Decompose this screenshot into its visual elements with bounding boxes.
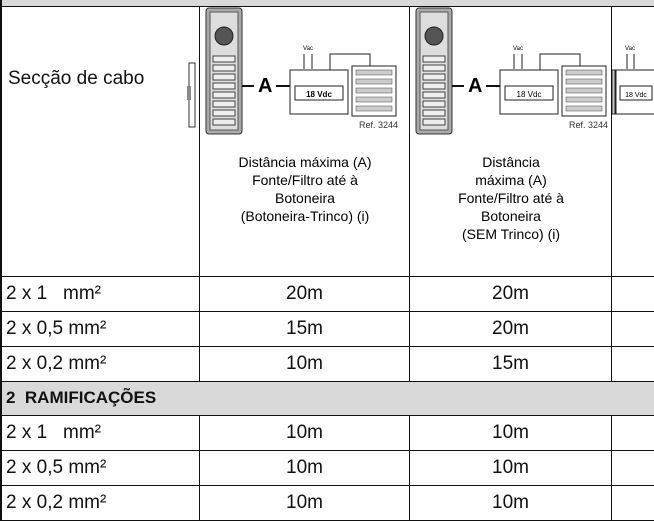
top-strip bbox=[0, 0, 654, 7]
section-title: 2 RAMIFICAÇÕES bbox=[0, 381, 654, 417]
handle-bar bbox=[187, 86, 191, 100]
wire bbox=[539, 53, 581, 70]
cable-cell: 2 x 1 mm² bbox=[0, 277, 200, 312]
supply-output: 18 Vdc bbox=[306, 90, 332, 99]
cable-header-text: Secção de cabo bbox=[8, 68, 145, 89]
button bbox=[212, 109, 236, 117]
supply-input: Vac bbox=[625, 46, 635, 52]
button bbox=[212, 91, 236, 99]
button bbox=[422, 55, 446, 63]
supply-input: Vac bbox=[513, 46, 523, 52]
button bbox=[422, 64, 446, 72]
handle-icon bbox=[187, 62, 196, 128]
supply-input: Vac bbox=[303, 46, 313, 52]
camera bbox=[424, 26, 444, 46]
button bbox=[422, 73, 446, 81]
button bbox=[212, 82, 236, 90]
filter-box bbox=[612, 69, 616, 115]
cable-cell: 2 x 1 mm² bbox=[0, 416, 200, 452]
button bbox=[422, 82, 446, 90]
terminal bbox=[355, 69, 393, 76]
cable-cell: 2 x 0,5 mm² bbox=[0, 451, 200, 487]
button bbox=[422, 109, 446, 117]
distance-cell: 20m bbox=[410, 277, 612, 312]
distance-cell: 10m bbox=[200, 346, 410, 382]
distance-label: A bbox=[258, 75, 272, 97]
empty-cell bbox=[612, 451, 654, 487]
empty-cell bbox=[612, 347, 654, 382]
terminal bbox=[355, 105, 393, 112]
column-header: A 18 Vdc Vac Ref. 3244 bbox=[200, 6, 410, 277]
distance-cell: 10m bbox=[410, 486, 612, 521]
distance-cell: 20m bbox=[200, 277, 410, 312]
distance-cell: 10m bbox=[410, 416, 612, 452]
empty-cell bbox=[612, 277, 654, 312]
terminal bbox=[565, 87, 603, 94]
terminal bbox=[565, 78, 603, 85]
distance-cell: 10m bbox=[410, 451, 612, 487]
terminal bbox=[355, 96, 393, 103]
supply-output: 18 Vdc bbox=[625, 92, 647, 99]
reference: Ref. 3244 bbox=[569, 120, 608, 130]
button bbox=[212, 118, 236, 126]
button bbox=[422, 91, 446, 99]
supply-label-box bbox=[294, 85, 344, 101]
empty-cell bbox=[612, 416, 654, 452]
column-description: Distância máxima (A) Fonte/Filtro até à … bbox=[238, 154, 372, 224]
terminal bbox=[355, 78, 393, 85]
button bbox=[212, 100, 236, 108]
button bbox=[212, 55, 236, 63]
wiring-diagram: 18 Vdc Vac bbox=[612, 46, 654, 115]
distance-cell: 20m bbox=[410, 311, 612, 347]
terminal bbox=[565, 96, 603, 103]
distance-cell: 15m bbox=[200, 311, 410, 347]
distance-cell: 10m bbox=[200, 451, 410, 487]
button bbox=[212, 73, 236, 81]
left-border bbox=[0, 0, 2, 521]
terminal bbox=[565, 69, 603, 76]
distance-label: A bbox=[468, 75, 482, 97]
cable-cell: 2 x 0,5 mm² bbox=[0, 311, 200, 347]
supply-label-box bbox=[619, 85, 653, 101]
distance-cell: 15m bbox=[410, 346, 612, 382]
terminal bbox=[565, 105, 603, 112]
column-header: A 18 Vdc Vac Ref. 3244 bbox=[410, 6, 612, 277]
empty-cell bbox=[612, 312, 654, 347]
wiring-diagram: A 18 Vdc Vac Ref. 3244 bbox=[415, 7, 608, 135]
distance-cell: 10m bbox=[200, 486, 410, 521]
terminal bbox=[355, 87, 393, 94]
cable-header: Secção de cabo bbox=[0, 6, 200, 277]
column-description: Distância máxima (A) Fonte/Filtro até à … bbox=[458, 154, 564, 242]
empty-cell bbox=[612, 486, 654, 521]
cable-cell: 2 x 0,2 mm² bbox=[0, 486, 200, 521]
supply-label-box bbox=[504, 85, 554, 101]
wiring-diagram: A 18 Vdc Vac Ref. 3244 bbox=[205, 7, 398, 135]
cable-cell: 2 x 0,2 mm² bbox=[0, 346, 200, 382]
button bbox=[422, 118, 446, 126]
button bbox=[422, 100, 446, 108]
distance-cell: 10m bbox=[200, 416, 410, 452]
column-header: 18 Vdc Vac bbox=[612, 6, 654, 277]
camera bbox=[214, 26, 234, 46]
button bbox=[212, 64, 236, 72]
reference: Ref. 3244 bbox=[359, 120, 398, 130]
wire bbox=[329, 53, 371, 70]
supply-output: 18 Vdc bbox=[517, 90, 542, 99]
